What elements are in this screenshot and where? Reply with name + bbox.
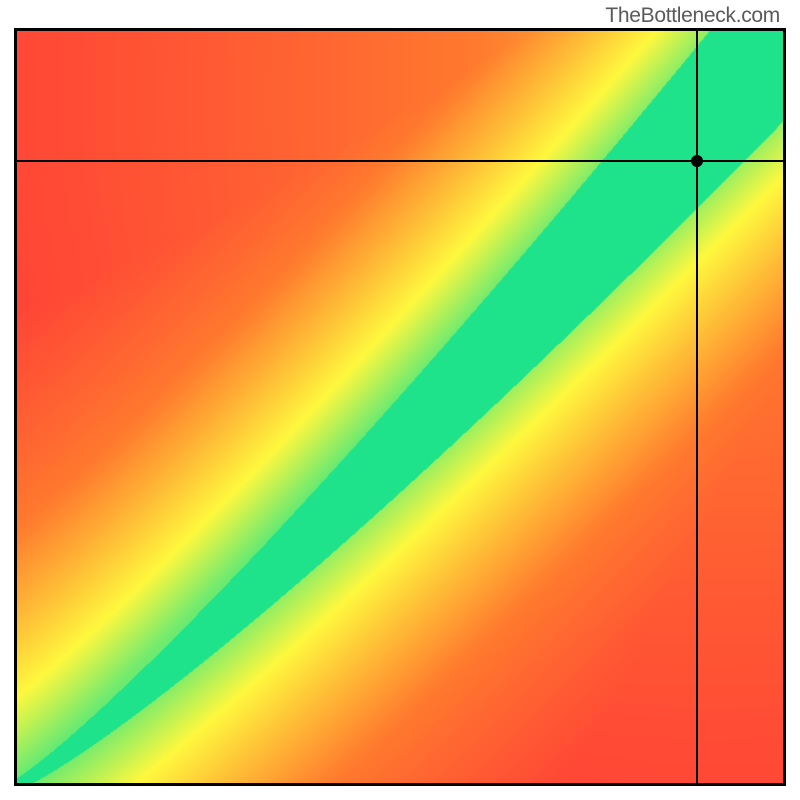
chart-border-left — [14, 28, 17, 786]
crosshair-marker-dot — [691, 155, 703, 167]
heatmap-canvas — [14, 28, 786, 786]
crosshair-vertical-line — [696, 28, 698, 786]
heatmap-chart — [14, 28, 786, 786]
chart-border-right — [783, 28, 786, 786]
watermark-text: TheBottleneck.com — [605, 4, 780, 28]
chart-border-top — [14, 28, 786, 31]
crosshair-horizontal-line — [14, 160, 786, 162]
chart-border-bottom — [14, 783, 786, 786]
